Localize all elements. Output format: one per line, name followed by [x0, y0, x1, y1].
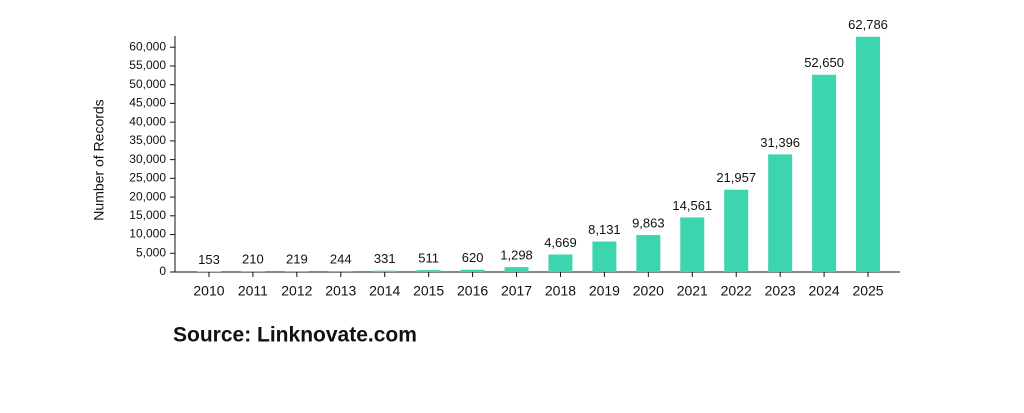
value-label: 153 — [198, 252, 220, 267]
bar — [548, 254, 573, 272]
value-label: 244 — [330, 252, 352, 267]
value-label: 210 — [242, 252, 264, 267]
x-tick-label: 2022 — [721, 283, 752, 299]
x-tick-label: 2019 — [589, 283, 620, 299]
value-label: 331 — [374, 251, 396, 266]
source: Source: Linknovate.com — [173, 324, 417, 347]
value-label: 62,786 — [848, 17, 888, 32]
y-tick-label: 50,000 — [129, 77, 166, 91]
bar — [284, 271, 309, 272]
bar — [240, 271, 265, 272]
bar — [460, 269, 485, 272]
x-tick-label: 2021 — [677, 283, 708, 299]
x-tick-label: 2015 — [413, 283, 444, 299]
y-tick-label: 10,000 — [129, 227, 166, 241]
value-label: 14,561 — [672, 198, 712, 213]
x-tick-label: 2020 — [633, 283, 664, 299]
value-label: 219 — [286, 252, 308, 267]
bar — [504, 267, 529, 272]
bar — [328, 271, 353, 272]
y-tick-label: 60,000 — [129, 39, 166, 53]
y-tick-label: 30,000 — [129, 152, 166, 166]
y-tick-label: 40,000 — [129, 114, 166, 128]
value-label: 52,650 — [804, 55, 844, 70]
y-tick-label: 45,000 — [129, 96, 166, 110]
x-tick-label: 2018 — [545, 283, 576, 299]
value-label: 511 — [418, 251, 439, 266]
value-label: 8,131 — [588, 222, 621, 237]
x-tick-label: 2024 — [809, 283, 840, 299]
y-tick-label: 0 — [159, 264, 166, 278]
y-tick-label: 5,000 — [136, 245, 166, 259]
bar — [592, 241, 617, 272]
bar — [196, 271, 221, 272]
bar — [636, 235, 661, 272]
value-label: 9,863 — [632, 215, 665, 230]
x-tick-label: 2011 — [238, 283, 268, 299]
y-axis-label: Number of Records — [91, 99, 107, 220]
y-tick-label: 20,000 — [129, 189, 166, 203]
bar — [856, 36, 881, 272]
y-tick-label: 55,000 — [129, 58, 166, 72]
bar — [724, 189, 749, 272]
x-tick-label: 2010 — [193, 283, 224, 299]
y-tick-label: 25,000 — [129, 171, 166, 185]
x-tick-label: 2014 — [369, 283, 400, 299]
value-label: 21,957 — [716, 170, 756, 185]
bar — [680, 217, 705, 272]
x-tick-label: 2016 — [457, 283, 488, 299]
value-label: 4,669 — [544, 235, 577, 250]
value-label: 620 — [462, 250, 484, 265]
bar — [812, 74, 837, 273]
y-tick-label: 35,000 — [129, 133, 166, 147]
x-tick-label: 2017 — [501, 283, 532, 299]
y-tick-label: 15,000 — [129, 208, 166, 222]
x-tick-label: 2013 — [325, 283, 356, 299]
bar — [372, 270, 397, 272]
x-tick-label: 2012 — [281, 283, 312, 299]
bar — [416, 270, 441, 272]
x-tick-label: 2025 — [852, 283, 883, 299]
value-label: 1,298 — [500, 248, 533, 263]
value-label: 31,396 — [760, 135, 800, 150]
x-tick-label: 2023 — [765, 283, 796, 299]
bar — [768, 154, 793, 272]
